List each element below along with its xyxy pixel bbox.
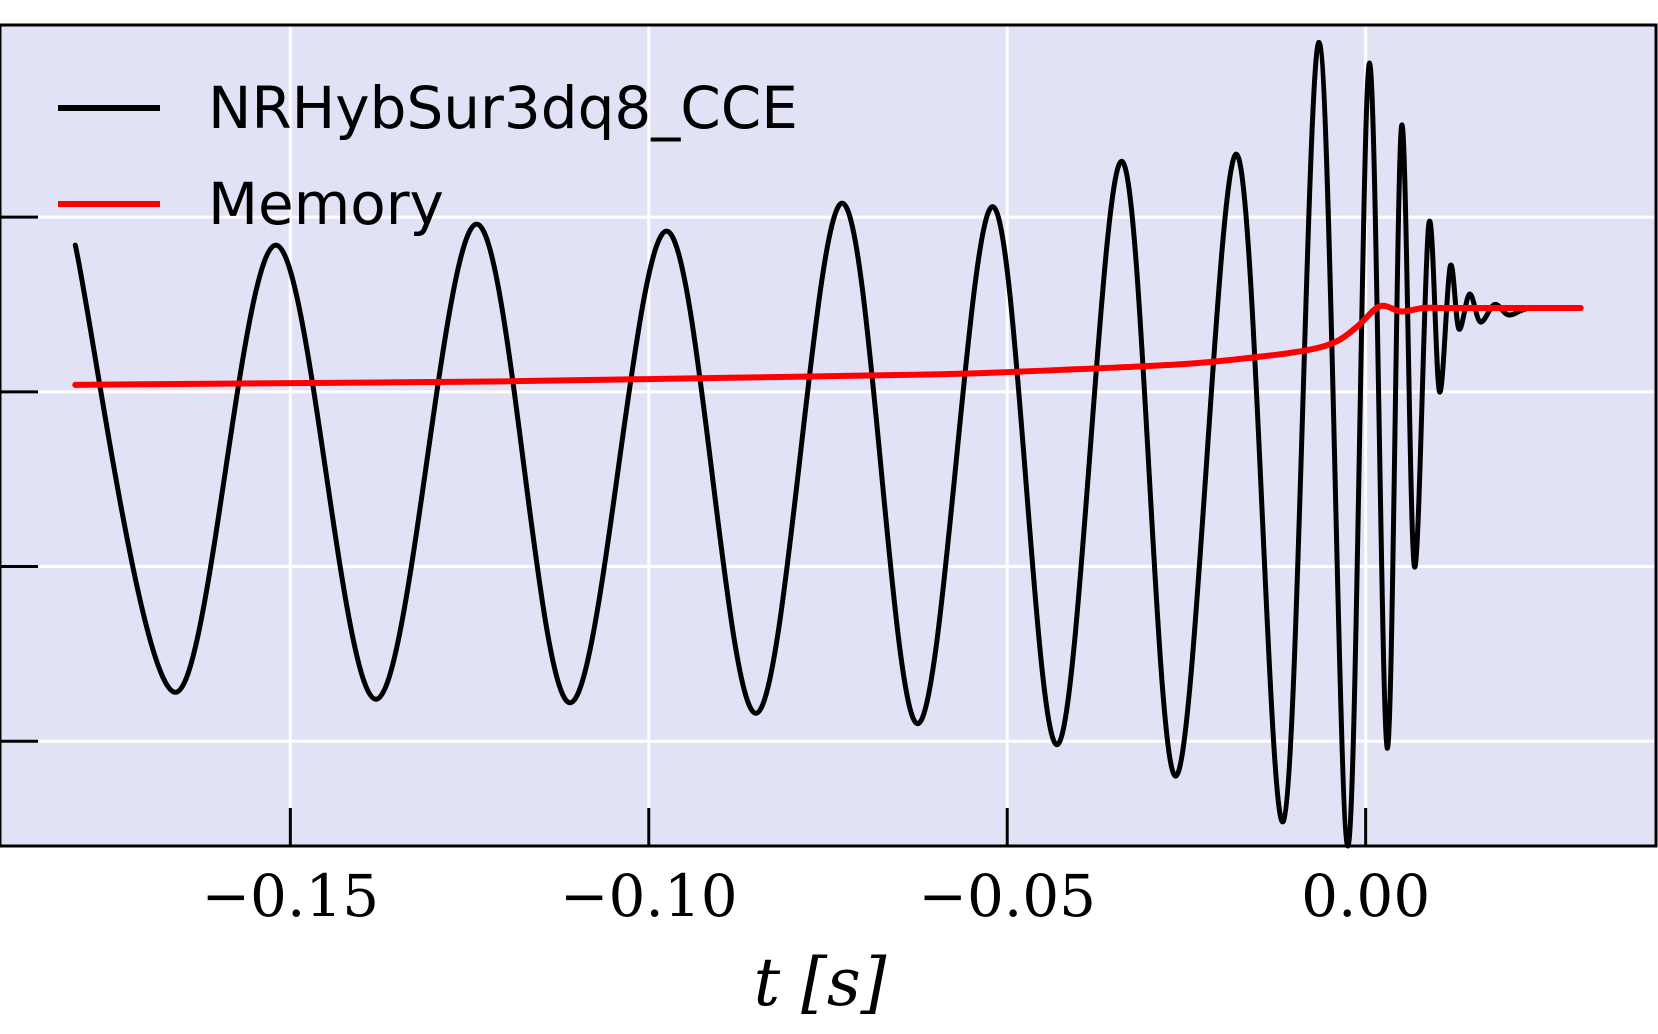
plot-frame xyxy=(0,23,1658,848)
x-tick-label-1: −0.10 xyxy=(560,862,738,930)
legend-label-0: NRHybSur3dq8_CCE xyxy=(208,74,798,142)
x-tick-label-2: −0.05 xyxy=(918,862,1096,930)
x-tick-label-3: 0.00 xyxy=(1301,862,1430,930)
x-axis-label: t [s] xyxy=(754,944,887,1021)
series-line-0 xyxy=(72,39,1584,849)
ticks: −0.15 −0.10 −0.05 0.00 xyxy=(0,215,1430,930)
legend: NRHybSur3dq8_CCE Memory xyxy=(58,74,798,238)
series-line-1 xyxy=(72,302,1584,388)
legend-label-1: Memory xyxy=(208,170,444,238)
series-group xyxy=(72,39,1584,849)
x-tick-label-0: −0.15 xyxy=(201,862,379,930)
